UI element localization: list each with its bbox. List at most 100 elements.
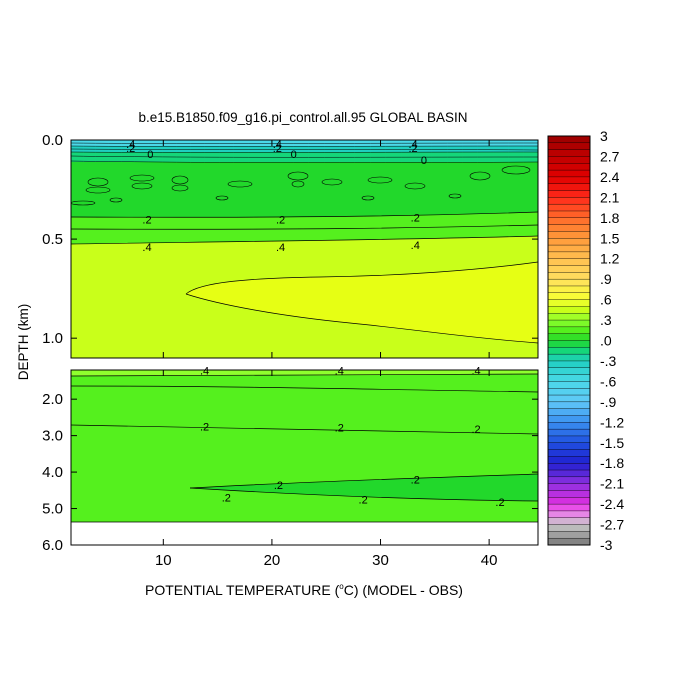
colorbar-label: -1.5 (600, 435, 624, 451)
contour-label: 0 (421, 155, 427, 167)
y-ticks-top: 0.0 0.5 1.0 (42, 132, 538, 347)
colorbar-label: 2.4 (600, 169, 620, 185)
colorbar-swatch (547, 135, 591, 144)
y-tick-label: 5.0 (42, 501, 63, 518)
contour-label: 0 (147, 149, 153, 161)
contour-label: .2 (126, 143, 135, 155)
y-tick-label: 3.0 (42, 428, 63, 445)
colorbar-swatch (547, 531, 591, 539)
contour-label: .4 (142, 242, 151, 254)
colorbar-swatch (547, 190, 591, 198)
colorbar-swatch (547, 537, 591, 546)
top-contour-lines (70, 211, 539, 344)
colorbar-label: 1.5 (600, 230, 620, 246)
colorbar-swatch (547, 224, 591, 232)
colorbar-swatch (547, 319, 591, 328)
colorbar-swatch (547, 428, 591, 437)
colorbar-swatch (547, 422, 591, 430)
colorbar-swatch (547, 272, 591, 280)
colorbar-label: 3 (600, 128, 608, 144)
y-tick-label: 4.0 (42, 464, 63, 481)
colorbar-swatch (547, 176, 591, 185)
colorbar-swatch (547, 217, 591, 226)
colorbar-swatch (547, 299, 591, 307)
colorbar-swatch (547, 285, 591, 294)
contour-label: 0 (291, 149, 297, 161)
contour-label: .2 (335, 423, 344, 435)
x-axis-label: POTENTIAL TEMPERATURE (oC) (MODEL - OBS) (145, 582, 463, 598)
colorbar-swatch (547, 265, 591, 273)
colorbar-label: -3 (600, 537, 613, 553)
contour-label: .4 (200, 366, 209, 378)
colorbar-swatch (547, 347, 591, 355)
colorbar-swatch (547, 510, 591, 519)
contour-label: .2 (142, 214, 151, 226)
colorbar-swatch (547, 490, 591, 498)
contour-label: .4 (276, 242, 285, 254)
y-axis-label: DEPTH (km) (16, 304, 31, 381)
x-axis-label-post: C) (MODEL - OBS) (344, 582, 463, 598)
chart-title: b.e15.B1850.f09_g16.pi_control.all.95 GL… (139, 110, 468, 125)
contour-label: .2 (276, 214, 285, 226)
colorbar-label: 2.7 (600, 148, 620, 164)
bottom-panel-frame (70, 369, 539, 546)
colorbar-swatch (547, 524, 591, 532)
contour-label: .2 (222, 493, 231, 505)
contour-label: .2 (411, 212, 420, 224)
colorbar-swatch (547, 292, 591, 301)
colorbar-swatch (547, 169, 591, 178)
contour-label: .2 (409, 143, 418, 155)
colorbar-swatch (547, 476, 591, 485)
colorbar-label: -.9 (600, 394, 617, 410)
colorbar-swatch (547, 244, 591, 253)
colorbar-swatch (547, 497, 591, 505)
contour-label: .4 (335, 366, 344, 378)
colorbar-swatch (547, 449, 591, 457)
colorbar-swatch (547, 197, 591, 205)
colorbar-label: 1.2 (600, 251, 620, 267)
colorbar-swatch (547, 156, 591, 164)
colorbar-label: -2.1 (600, 476, 624, 492)
x-tick-label: 20 (264, 552, 281, 569)
x-axis-label-degree: o (339, 582, 344, 591)
y-tick-label: 6.0 (42, 537, 63, 554)
top-contour-labels: .4.2 0.4.2 0.4.20.2.2.2.4.4.4 (126, 139, 427, 254)
colorbar-label: -2.7 (600, 517, 624, 533)
bottom-empty-area (71, 522, 538, 545)
colorbar-swatch (547, 326, 591, 335)
colorbar-swatch (547, 278, 591, 287)
colorbar-swatch (547, 388, 591, 396)
colorbar-label: .0 (600, 333, 612, 349)
y-tick-label: 0.5 (42, 231, 63, 248)
x-ticks: 10 20 30 40 (155, 140, 498, 569)
colorbar-swatch (547, 142, 591, 151)
colorbar-swatch (547, 231, 591, 239)
colorbar-swatch (547, 360, 591, 369)
colorbar-label: -1.2 (600, 414, 624, 430)
top-panel: .4.2 0.4.2 0.4.20.2.2.2.4.4.4 (70, 139, 539, 359)
bottom-contour-labels: .4 .4 .4 .2 .2 .2 .2 .2 .2 .2 .2 (200, 366, 505, 509)
colorbar-swatch (547, 503, 591, 512)
colorbar-swatch (547, 353, 591, 362)
colorbar-swatch (547, 367, 591, 376)
colorbar-swatch (547, 149, 591, 157)
colorbar-swatch (547, 306, 591, 314)
colorbar-swatch (547, 381, 591, 389)
bottom-panel: .4 .4 .4 .2 .2 .2 .2 .2 .2 .2 .2 (70, 366, 539, 546)
colorbar-label: .9 (600, 271, 612, 287)
colorbar-swatch (547, 456, 591, 464)
colorbar-swatch (547, 401, 591, 410)
contour-label: .4 (409, 139, 418, 151)
x-tick-label: 30 (372, 552, 389, 569)
contour-label: .2 (200, 422, 209, 434)
colorbar-label: -.6 (600, 373, 617, 389)
colorbar-label: .3 (600, 312, 612, 328)
colorbar-swatch (547, 483, 591, 491)
x-tick-label: 10 (155, 552, 172, 569)
x-tick-label: 40 (481, 552, 498, 569)
bottom-band-lower-green (190, 474, 538, 501)
contour-label: .4 (472, 366, 481, 378)
colorbar-swatch (547, 258, 591, 267)
colorbar-swatch (547, 163, 591, 171)
